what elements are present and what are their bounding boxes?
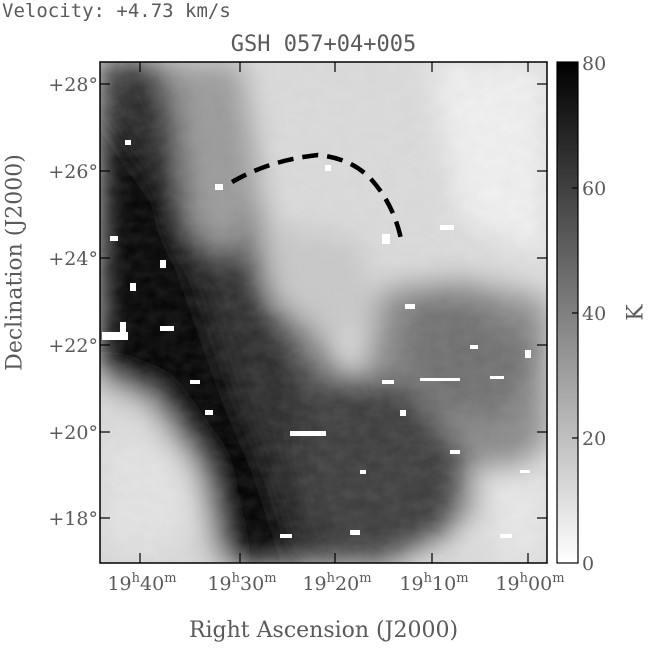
white-speckles (102, 140, 531, 538)
y-tick-label: +18° (48, 508, 98, 530)
colorbar-tick-labels: 0 20 40 60 80 (582, 53, 606, 575)
colorbar-tick-label: 20 (582, 428, 606, 450)
colorbar-tick-label: 0 (582, 553, 594, 575)
x-tick-label: 19h20m (302, 571, 371, 595)
shell-dashed-arc (230, 152, 405, 245)
x-tick-label: 19h00m (495, 571, 564, 595)
y-ticks (100, 83, 547, 519)
x-tick-labels: 19h40m 19h30m 19h20m 19h10m 19h00m (107, 571, 564, 595)
colorbar-tick-label: 40 (582, 303, 606, 325)
y-tick-labels: +28° +26° +24° +22° +20° +18° (48, 74, 98, 530)
colorbar-tick-label: 60 (582, 178, 606, 200)
x-ticks (139, 62, 529, 563)
y-tick-label: +22° (48, 335, 98, 357)
colorbar-tick-label: 80 (582, 53, 606, 75)
plot-frame (99, 61, 548, 564)
colorbar-ticks (572, 187, 578, 439)
x-tick-label: 19h30m (207, 571, 276, 595)
y-tick-label: +20° (48, 422, 98, 444)
chart-title: GSH 057+04+005 (230, 32, 417, 57)
y-tick-label: +26° (48, 161, 98, 183)
y-tick-label: +28° (48, 74, 98, 96)
x-tick-label: 19h10m (399, 571, 468, 595)
x-axis-label: Right Ascension (J2000) (188, 618, 459, 643)
y-tick-label: +24° (48, 248, 98, 270)
x-tick-label: 19h40m (107, 571, 176, 595)
velocity-label: Velocity: +4.73 km/s (2, 0, 231, 22)
heatmap-image (100, 62, 547, 563)
